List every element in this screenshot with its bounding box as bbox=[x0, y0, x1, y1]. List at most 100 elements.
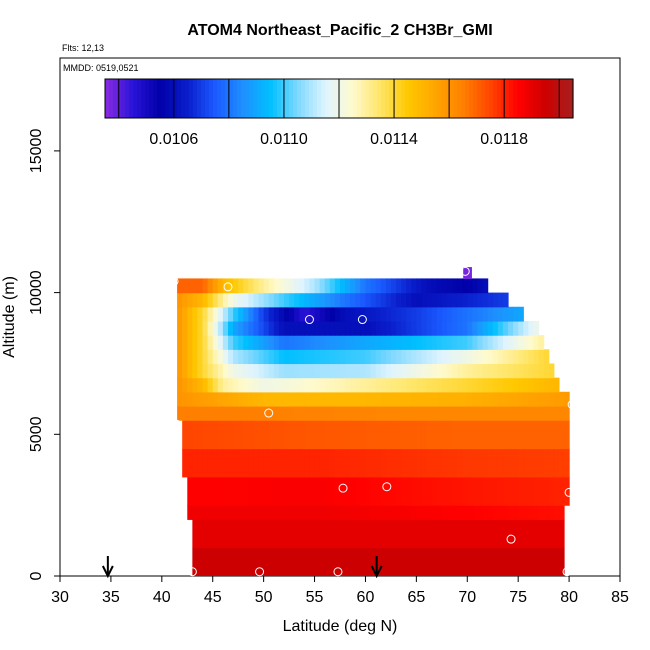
heatmap-cell bbox=[482, 519, 489, 549]
heatmap-cell bbox=[370, 335, 377, 350]
heatmap-cell bbox=[299, 448, 305, 478]
heatmap-cell bbox=[182, 420, 188, 450]
heatmap-cell bbox=[284, 349, 290, 365]
heatmap-cell bbox=[492, 448, 499, 478]
sample-point bbox=[223, 282, 233, 292]
heatmap-cell bbox=[564, 405, 570, 421]
heatmap-cell bbox=[202, 519, 209, 549]
x-tick-label: 65 bbox=[407, 589, 425, 606]
heatmap-cell bbox=[334, 349, 341, 365]
heatmap-cell bbox=[273, 420, 280, 450]
heatmap-cell bbox=[416, 476, 423, 506]
heatmap-cell bbox=[426, 377, 433, 393]
heatmap-cell bbox=[416, 420, 423, 450]
heatmap-cell bbox=[390, 405, 397, 421]
heatmap-cell bbox=[375, 448, 382, 478]
heatmap-cell bbox=[472, 335, 479, 350]
heatmap-cell bbox=[222, 505, 229, 520]
heatmap-cell bbox=[228, 505, 234, 520]
heatmap-cell bbox=[401, 377, 407, 393]
sample-point bbox=[172, 419, 182, 429]
colorbar-cell bbox=[189, 79, 194, 118]
heatmap-cell bbox=[278, 335, 285, 350]
heatmap-cell bbox=[558, 420, 565, 450]
heatmap-cell bbox=[345, 405, 351, 421]
heatmap-cell bbox=[334, 476, 341, 506]
heatmap-cell bbox=[482, 363, 489, 379]
colorbar-cell bbox=[449, 79, 454, 118]
heatmap-cell bbox=[457, 335, 463, 350]
heatmap-cell bbox=[284, 306, 290, 322]
heatmap-cell bbox=[457, 377, 463, 393]
heatmap-cell bbox=[258, 505, 265, 520]
heatmap-cell bbox=[380, 306, 387, 322]
heatmap-cell bbox=[243, 377, 249, 393]
heatmap-cell bbox=[182, 377, 188, 393]
heatmap-cell bbox=[309, 476, 316, 506]
heatmap-cell bbox=[462, 363, 468, 379]
heatmap-cell bbox=[233, 505, 239, 520]
heatmap-cell bbox=[416, 320, 423, 336]
heatmap-cell bbox=[319, 292, 326, 308]
heatmap-cell bbox=[263, 405, 270, 421]
heatmap-cell bbox=[289, 377, 295, 393]
heatmap-cell bbox=[385, 391, 392, 407]
heatmap-cell bbox=[406, 363, 412, 379]
heatmap-cell bbox=[431, 292, 438, 308]
heatmap-cell bbox=[385, 476, 392, 506]
colorbar-cell bbox=[425, 79, 430, 118]
heatmap-cell bbox=[431, 420, 438, 450]
heatmap-cell bbox=[416, 448, 423, 478]
heatmap-cell bbox=[350, 377, 356, 393]
heatmap-cell bbox=[350, 547, 356, 576]
heatmap-cell bbox=[462, 306, 468, 322]
heatmap-cell bbox=[518, 391, 524, 407]
heatmap-cell bbox=[416, 363, 423, 379]
chart-title: ATOM4 Northeast_Pacific_2 CH3Br_GMI bbox=[187, 22, 492, 39]
heatmap-cell bbox=[390, 306, 397, 322]
heatmap-cell bbox=[263, 335, 270, 350]
heatmap-cell bbox=[390, 349, 397, 365]
heatmap-cell bbox=[431, 476, 438, 506]
heatmap-cell bbox=[319, 519, 326, 549]
heatmap-cell bbox=[482, 505, 489, 520]
heatmap-cell bbox=[482, 405, 489, 421]
heatmap-cell bbox=[365, 420, 372, 450]
heatmap-cell bbox=[360, 278, 367, 294]
heatmap-cell bbox=[457, 547, 463, 576]
heatmap-cell bbox=[502, 292, 509, 308]
colorbar-cell bbox=[253, 79, 258, 118]
heatmap-cell bbox=[441, 377, 448, 393]
heatmap-cell bbox=[528, 519, 535, 549]
heatmap-cell bbox=[508, 476, 514, 506]
heatmap-cell bbox=[426, 519, 433, 549]
heatmap-cell bbox=[416, 292, 423, 308]
heatmap-cell bbox=[233, 292, 239, 308]
heatmap-cell bbox=[518, 547, 524, 576]
sample-point bbox=[562, 567, 572, 577]
heatmap-cell bbox=[543, 547, 550, 576]
heatmap-cell bbox=[222, 335, 229, 350]
heatmap-cell bbox=[304, 292, 311, 308]
heatmap-cell bbox=[248, 391, 255, 407]
heatmap-cell bbox=[329, 320, 336, 336]
colorbar-cell bbox=[313, 79, 318, 118]
heatmap-cell bbox=[548, 391, 555, 407]
heatmap-cell bbox=[396, 420, 402, 450]
heatmap-cell bbox=[212, 306, 219, 322]
heatmap-cell bbox=[492, 519, 499, 549]
heatmap-cell bbox=[548, 519, 555, 549]
heatmap-cell bbox=[548, 420, 555, 450]
colorbar-cell bbox=[509, 79, 514, 118]
heatmap-cell bbox=[543, 420, 550, 450]
heatmap-cell bbox=[319, 306, 326, 322]
heatmap-cell bbox=[243, 335, 249, 350]
heatmap-cell bbox=[268, 476, 275, 506]
heatmap-cell bbox=[502, 349, 509, 365]
heatmap-cell bbox=[319, 391, 326, 407]
heatmap-cell bbox=[253, 519, 260, 549]
heatmap-cell bbox=[278, 349, 285, 365]
heatmap-cell bbox=[182, 391, 188, 407]
x-tick-label: 50 bbox=[255, 589, 273, 606]
flight-arrow bbox=[101, 556, 114, 579]
